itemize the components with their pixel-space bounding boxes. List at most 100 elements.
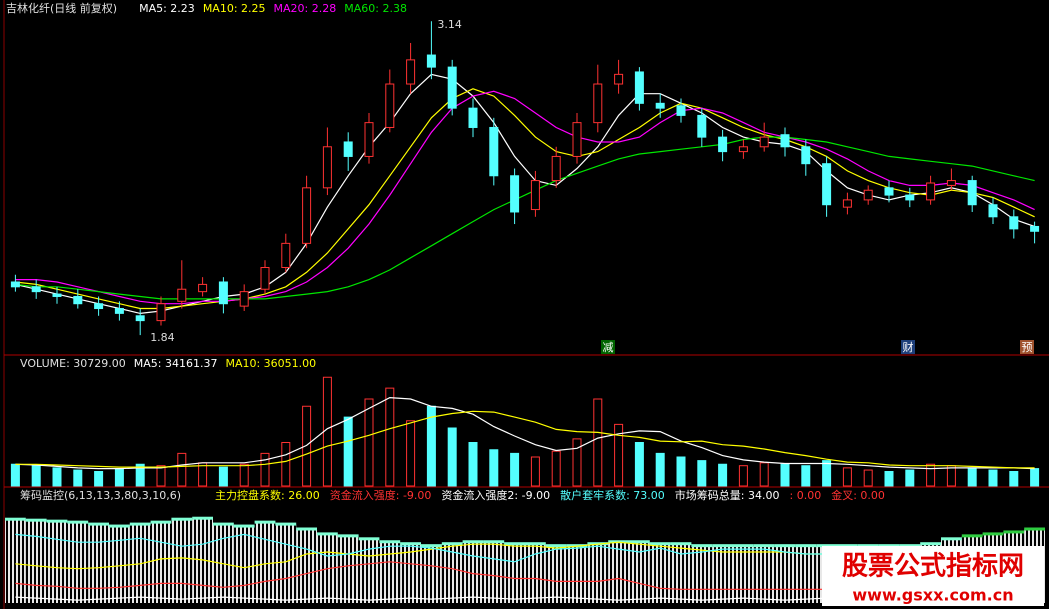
- candle-body: [926, 182, 936, 201]
- chip-bar: [774, 546, 796, 603]
- chip-bar-cap: [857, 544, 879, 548]
- chip-bar: [608, 542, 629, 603]
- candle-body: [385, 83, 395, 128]
- chip-bar-cap: [525, 542, 546, 546]
- candle-body: [822, 163, 832, 206]
- candle-body: [551, 155, 561, 182]
- candle-body: [738, 146, 748, 153]
- chip-bar: [441, 544, 463, 603]
- chip-bar-cap: [1003, 530, 1025, 534]
- chip-bar: [545, 546, 567, 603]
- legend-entry: MA10: 36051.00: [225, 357, 316, 370]
- volume-bar: [822, 460, 832, 487]
- volume-bar: [489, 449, 499, 487]
- candle-body: [364, 122, 374, 157]
- chip-bar-cap: [483, 540, 505, 544]
- chip-bar-cap: [317, 532, 338, 536]
- volume-bar: [676, 456, 686, 487]
- chip-bar: [109, 526, 130, 603]
- watermark-box: [822, 546, 1044, 606]
- candle-body: [780, 134, 790, 148]
- chip-bar: [233, 526, 255, 603]
- candle-body: [1009, 216, 1019, 230]
- volume-bar: [1030, 468, 1040, 487]
- chip-bar-cap: [46, 519, 68, 523]
- candle-body: [676, 105, 686, 116]
- legend-entry: MA5: 2.23: [139, 2, 195, 15]
- volume-bar: [447, 427, 457, 487]
- candle-body: [10, 281, 20, 288]
- candle-body: [905, 194, 915, 201]
- chip-bar-cap: [691, 544, 713, 548]
- volume-bar: [239, 463, 249, 487]
- volume-bar: [780, 463, 790, 487]
- chip-bar-cap: [67, 520, 89, 524]
- legend-entry: 市场筹码总量: 34.00: [675, 488, 780, 502]
- volume-bar: [94, 471, 104, 487]
- volume-bar: [842, 467, 852, 487]
- legend-entry: 主力控盘系数: 26.00: [215, 488, 320, 502]
- chip-bar-cap: [379, 540, 401, 544]
- volume-bar: [884, 471, 894, 487]
- volume-bar: [31, 465, 41, 487]
- volume-bar: [634, 442, 644, 487]
- chip-bar: [691, 546, 713, 603]
- candle-body: [302, 187, 312, 244]
- chip-bar-cap: [462, 540, 484, 544]
- volume-bar: [1009, 471, 1019, 487]
- low-label: 1.84: [150, 331, 175, 344]
- chip-bar-cap: [774, 544, 796, 548]
- candle-body: [530, 180, 540, 211]
- volume-bar: [385, 387, 395, 487]
- volume-bar: [738, 465, 748, 487]
- volume-title: VOLUME: 30729.00: [20, 357, 126, 370]
- candle-body: [489, 126, 499, 177]
- candle-body: [967, 180, 977, 206]
- candle-body: [52, 293, 62, 297]
- chip-bar-cap: [545, 544, 567, 548]
- legend-entry: MA5: 34161.37: [134, 357, 218, 370]
- chip-bar-cap: [5, 517, 26, 521]
- chip-bar: [150, 522, 172, 603]
- chip-bar-cap: [254, 520, 276, 524]
- chip-bar: [753, 546, 775, 603]
- indicator-line: [15, 410, 1035, 469]
- chip-bar: [296, 529, 317, 603]
- candle-body: [177, 288, 187, 302]
- volume-bar: [801, 465, 811, 487]
- volume-bar: [406, 420, 416, 487]
- chip-bar-cap: [275, 522, 297, 526]
- indicator-line: [15, 396, 1035, 470]
- candle-body: [988, 204, 998, 218]
- legend-entry: MA20: 2.28: [274, 2, 337, 15]
- chip-bar-cap: [129, 522, 151, 526]
- volume-bar: [759, 462, 769, 487]
- chip-bar: [5, 519, 26, 603]
- volume-bar: [863, 469, 873, 487]
- candle-body: [343, 141, 353, 157]
- chip-bar-cap: [337, 534, 359, 538]
- high-label: 3.14: [437, 18, 462, 31]
- chip-bar-cap: [150, 520, 172, 524]
- chip-bar-cap: [441, 542, 463, 546]
- candle-body: [593, 83, 603, 124]
- indicator-title: 筹码监控(6,13,13,3,80,3,10,6): [20, 488, 181, 502]
- chip-bar-cap: [920, 542, 941, 546]
- chip-bar: [275, 524, 297, 603]
- chip-bar-cap: [171, 517, 193, 521]
- chip-bar: [587, 544, 609, 603]
- volume-bar: [967, 467, 977, 487]
- stock-title: 吉林化纤(日线 前复权): [6, 1, 117, 15]
- chip-bar-cap: [878, 544, 900, 548]
- volume-bar: [281, 442, 291, 487]
- chip-bar-cap: [88, 522, 109, 526]
- candle-body: [697, 114, 707, 138]
- chip-bar-cap: [670, 542, 692, 546]
- chip-bar: [88, 524, 109, 603]
- event-marker: [601, 340, 615, 354]
- legend-entry: 资金流入强度2: -9.00: [441, 488, 550, 502]
- volume-bar: [218, 466, 228, 487]
- volume-bar: [177, 452, 187, 487]
